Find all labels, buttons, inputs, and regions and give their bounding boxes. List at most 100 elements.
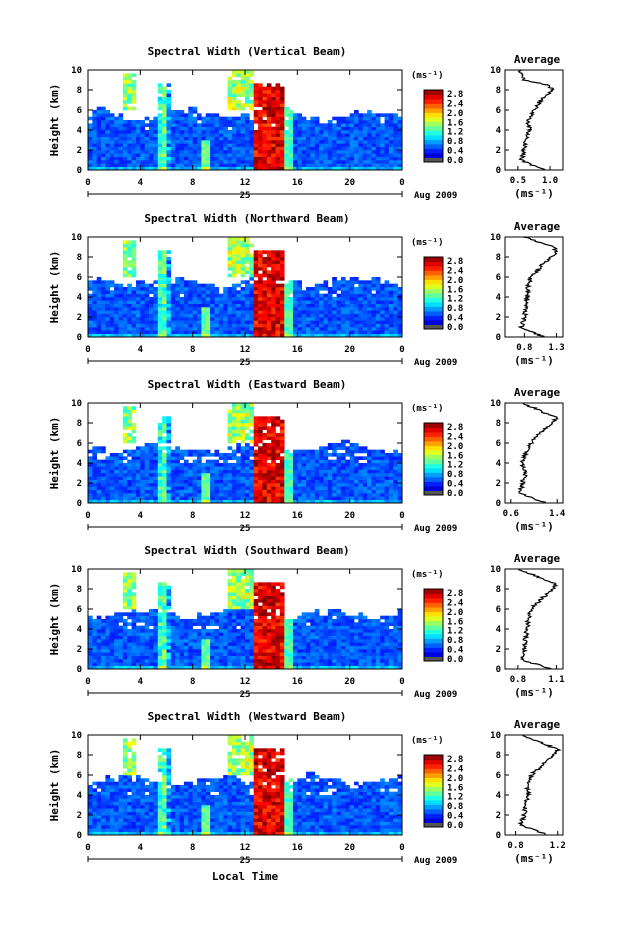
heatmap-cell xyxy=(288,466,294,470)
heatmap-cell xyxy=(310,323,316,328)
heatmap-cell xyxy=(314,297,320,301)
heatmap-cell xyxy=(354,163,359,167)
heatmap-cell xyxy=(262,486,268,490)
profile-x-tick-label: 1.4 xyxy=(549,509,566,519)
heatmap-cell xyxy=(96,466,102,470)
heatmap-cell xyxy=(175,303,180,308)
heatmap-cell xyxy=(297,307,302,311)
heatmap-cell xyxy=(122,120,128,124)
heatmap-cell xyxy=(384,153,390,157)
heatmap-cell xyxy=(323,146,329,151)
heatmap-cell xyxy=(157,136,163,141)
heatmap-cell xyxy=(218,499,224,504)
heatmap-cell xyxy=(249,486,255,490)
heatmap-cell xyxy=(266,90,272,94)
heatmap-cell xyxy=(118,307,124,311)
heatmap-cell xyxy=(266,429,272,434)
heatmap-cell xyxy=(236,496,241,500)
heatmap-cell xyxy=(249,253,255,258)
heatmap-cell xyxy=(131,463,137,467)
heatmap-cell xyxy=(262,323,268,328)
heatmap-cell xyxy=(205,615,211,620)
heatmap-cell xyxy=(367,310,372,314)
heatmap-cell xyxy=(240,419,246,424)
heatmap-cell xyxy=(197,283,202,288)
heatmap-cell xyxy=(101,652,106,656)
heatmap-cell xyxy=(157,116,163,121)
heatmap-cell xyxy=(240,320,246,324)
heatmap-cell xyxy=(205,665,211,670)
heatmap-cell xyxy=(397,116,403,121)
heatmap-cell xyxy=(236,433,241,437)
heatmap-cell xyxy=(131,659,137,663)
heatmap-cell xyxy=(109,307,115,311)
x-tick-label: 20 xyxy=(344,178,355,188)
heatmap-cell xyxy=(236,615,241,620)
heatmap-cell xyxy=(88,466,93,470)
heatmap-cell xyxy=(236,459,241,464)
heatmap-cell xyxy=(227,160,233,164)
heatmap-cell xyxy=(227,257,233,261)
heatmap-cell xyxy=(105,156,111,161)
heatmap-cell xyxy=(240,287,246,291)
heatmap-cell xyxy=(253,416,259,420)
heatmap-cell xyxy=(297,130,302,134)
heatmap-cell xyxy=(240,150,246,154)
heatmap-cell xyxy=(118,153,124,157)
heatmap-cell xyxy=(375,280,381,284)
heatmap-cell xyxy=(157,453,163,457)
heatmap-cell xyxy=(166,93,172,97)
heatmap-cell xyxy=(118,303,124,308)
heatmap-cell xyxy=(188,499,193,504)
heatmap-cell xyxy=(245,146,250,151)
heatmap-cell xyxy=(393,163,398,167)
heatmap-cell xyxy=(162,323,167,328)
heatmap-cell xyxy=(135,659,141,663)
heatmap-cell xyxy=(210,619,215,623)
heatmap-cell xyxy=(288,287,294,291)
heatmap-cell xyxy=(240,619,246,623)
colorbar-segment xyxy=(424,153,443,158)
heatmap-cell xyxy=(358,486,364,490)
heatmap-cell xyxy=(157,290,163,294)
heatmap-cell xyxy=(362,489,368,494)
heatmap-cell xyxy=(88,126,93,131)
colorbar-tick-label: 1.6 xyxy=(447,118,463,128)
heatmap-cell xyxy=(210,133,215,137)
colorbar-tick-label: 0.4 xyxy=(447,480,464,490)
heatmap-cell xyxy=(183,153,189,157)
profile-x-label: (ms⁻¹) xyxy=(514,354,554,367)
heatmap-cell xyxy=(153,459,159,464)
heatmap-cell xyxy=(266,100,272,104)
heatmap-cell xyxy=(367,449,372,454)
heatmap-cell xyxy=(336,496,342,500)
heatmap-cell xyxy=(127,605,132,610)
heatmap-cell xyxy=(223,140,228,144)
heatmap-cell xyxy=(262,283,268,288)
heatmap-cell xyxy=(92,120,98,124)
heatmap-cell xyxy=(144,493,150,497)
heatmap-cell xyxy=(240,426,246,430)
heatmap-cell xyxy=(245,293,250,298)
heatmap-cell xyxy=(380,133,385,137)
heatmap-cell xyxy=(109,140,115,144)
heatmap-cell xyxy=(140,133,145,137)
heatmap-cell xyxy=(354,479,359,484)
heatmap-cell xyxy=(157,655,163,660)
heatmap-cell xyxy=(340,133,346,137)
heatmap-cell xyxy=(231,579,237,583)
heatmap-cell xyxy=(183,333,189,338)
heatmap-cell xyxy=(332,307,337,311)
heatmap-cell xyxy=(245,150,250,154)
heatmap-cell xyxy=(393,126,398,131)
heatmap-cell xyxy=(306,166,311,171)
heatmap-cell xyxy=(279,120,285,124)
heatmap-cell xyxy=(109,126,115,131)
heatmap-cell xyxy=(275,416,281,420)
heatmap-cell xyxy=(192,307,198,311)
heatmap-cell xyxy=(380,463,385,467)
heatmap-cell xyxy=(122,90,128,94)
heatmap-cell xyxy=(332,146,337,151)
heatmap-cell xyxy=(345,439,350,444)
heatmap-cell xyxy=(105,126,111,131)
